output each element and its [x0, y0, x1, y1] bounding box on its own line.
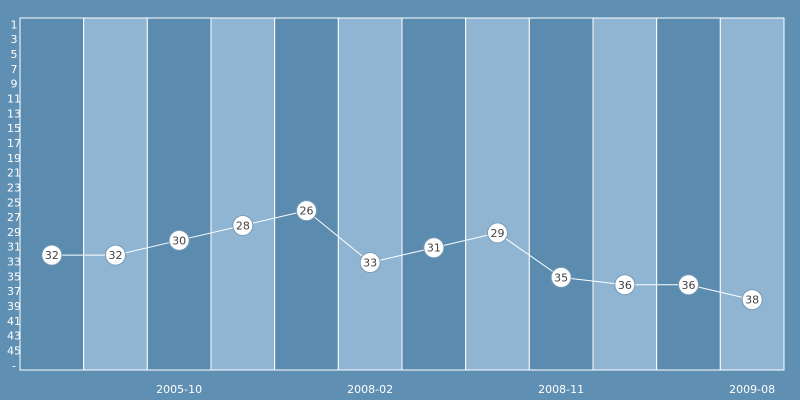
point [105, 244, 126, 266]
y-tick-label: 11 [7, 93, 21, 106]
y-tick-label: 13 [7, 107, 21, 120]
y-tick-label: 39 [7, 300, 21, 313]
point-label: 36 [682, 279, 696, 292]
y-tick-label: 31 [7, 241, 21, 254]
x-tick-label: 2008-02 [347, 383, 393, 396]
y-tick-label: 25 [7, 196, 21, 209]
column-band [719, 17, 785, 371]
column-band [19, 17, 85, 371]
y-tick-label: 15 [7, 122, 21, 135]
point [168, 229, 190, 251]
point [41, 244, 63, 266]
column-band [274, 17, 339, 371]
column-band [528, 17, 594, 371]
y-tick-label: 29 [7, 226, 21, 239]
point-label: 32 [45, 249, 59, 262]
column-band [146, 17, 212, 371]
y-tick-label: 45 [7, 344, 21, 357]
point-label: 30 [172, 234, 186, 247]
point [741, 289, 763, 311]
column-band [656, 17, 721, 371]
y-tick-label: 27 [7, 211, 21, 224]
y-tick-label: 1 [11, 18, 18, 31]
y-tick-label: 21 [7, 167, 21, 180]
x-tick-label: 2005-10 [156, 383, 202, 396]
point-label: 35 [554, 271, 568, 284]
point-label: 31 [427, 242, 441, 255]
line [51, 210, 753, 301]
column-band [83, 17, 148, 371]
y-tick-label: 33 [7, 256, 21, 269]
column-band [401, 17, 467, 371]
y-tick-label: 9 [11, 78, 18, 91]
column-band [210, 17, 276, 371]
point [614, 274, 636, 296]
point-label: 38 [745, 294, 759, 307]
column-band [465, 17, 530, 371]
point [232, 214, 254, 236]
y-tick-label: 35 [7, 270, 21, 283]
y-tick-label: 41 [7, 315, 21, 328]
point [296, 200, 317, 222]
point [359, 252, 381, 274]
point [487, 222, 508, 244]
column-band [337, 17, 403, 371]
y-tick-label: 3 [11, 33, 18, 46]
y-tick-label: 19 [7, 152, 21, 165]
point-label: 28 [236, 219, 250, 232]
point [678, 274, 699, 296]
y-tick-label: 5 [11, 48, 18, 61]
y-tick-label: 23 [7, 181, 21, 194]
y-tick-label: 17 [7, 137, 21, 150]
point [423, 237, 445, 259]
point-label: 29 [491, 227, 505, 240]
point-label: 33 [363, 257, 377, 270]
column-band [592, 17, 658, 371]
point [550, 266, 572, 288]
point-label: 36 [618, 279, 632, 292]
x-tick-label: 2008-11 [538, 383, 584, 396]
y-tick-label: 43 [7, 330, 21, 343]
x-tick-label: 2009-08 [729, 383, 775, 396]
y-tick-label: 37 [7, 285, 21, 298]
point-label: 32 [109, 249, 123, 262]
point-label: 26 [300, 205, 314, 218]
y-tick-label: - [12, 359, 16, 372]
y-tick-label: 7 [11, 63, 18, 76]
